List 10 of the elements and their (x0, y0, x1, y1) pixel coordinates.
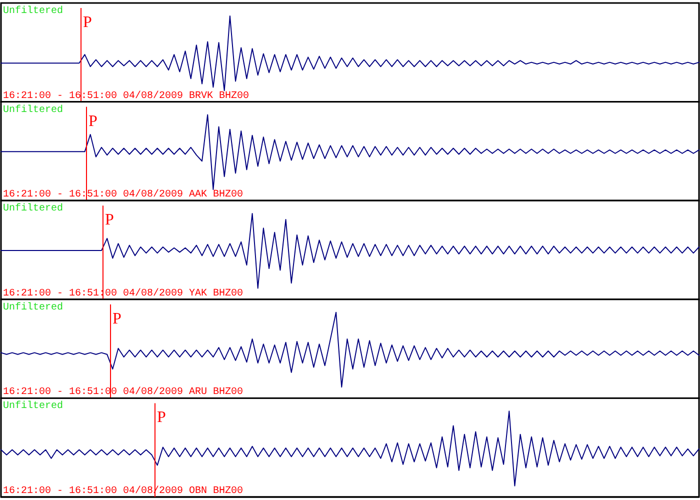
annotation: P (82, 14, 92, 31)
annotation: P (88, 112, 98, 130)
chart-title: Unfiltered (3, 104, 64, 116)
chart-title: Unfiltered (3, 301, 64, 314)
annotation: P (156, 409, 166, 426)
annotation: P (112, 310, 122, 328)
chart-title: Unfiltered (3, 400, 64, 412)
annotation: P (104, 212, 114, 229)
chart-title: Unfiltered (3, 5, 64, 17)
chart-title: Unfiltered (3, 202, 64, 215)
